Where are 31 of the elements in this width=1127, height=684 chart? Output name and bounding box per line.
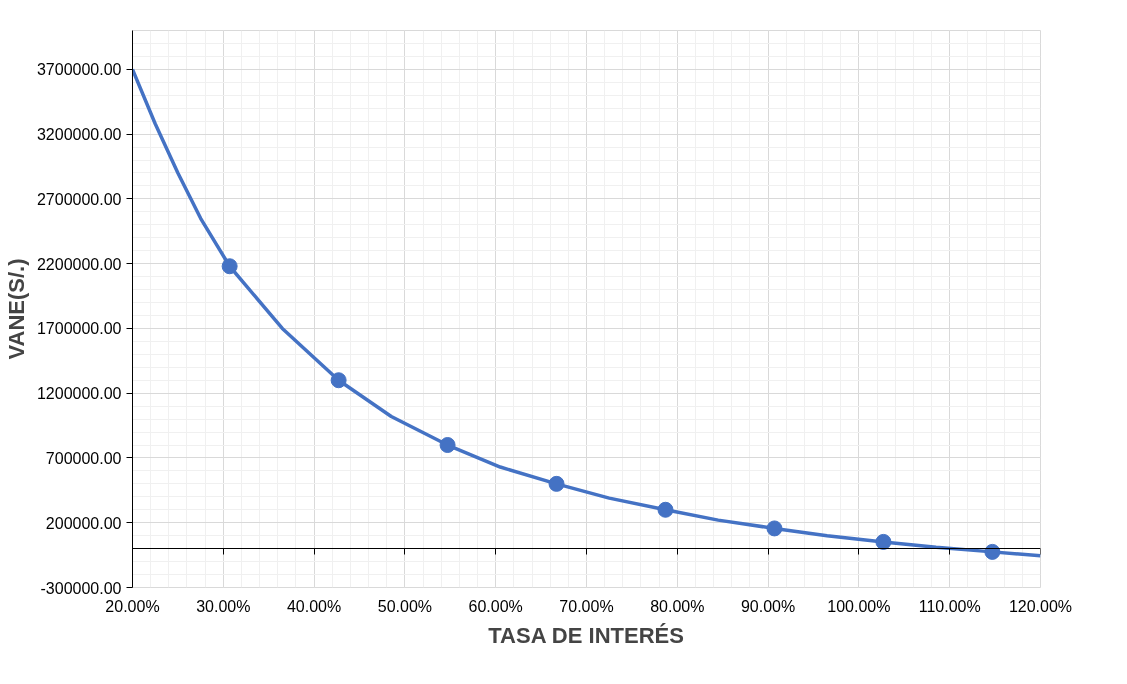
y-tick-label: 700000.00 [45, 449, 122, 467]
x-tick-label: 70.00% [559, 597, 614, 615]
point [330, 372, 347, 389]
y-tick-label: 1200000.00 [36, 385, 122, 403]
x-tick-label: 20.00% [105, 597, 160, 615]
point [766, 520, 783, 537]
x-tick-label: 110.00% [918, 597, 981, 615]
x-axis-title: TASA DE INTERÉS [488, 622, 684, 648]
y-tick-label: 3200000.00 [36, 126, 122, 144]
x-tick-label: 100.00% [827, 597, 891, 615]
y-tick-label: 2200000.00 [36, 255, 122, 273]
point [439, 437, 456, 453]
line-series [132, 67, 1041, 558]
x-tick-label: 90.00% [740, 597, 796, 615]
point [875, 533, 892, 550]
x-tick-label: 80.00% [650, 597, 705, 615]
point [221, 258, 238, 275]
point [548, 475, 565, 492]
point [657, 501, 674, 518]
point [984, 543, 1001, 560]
x-tick-label: 30.00% [196, 597, 251, 615]
y-tick-label: 1700000.00 [36, 320, 122, 338]
y-tick-label: 2700000.00 [36, 190, 122, 208]
x-tick-label: 40.00% [286, 597, 342, 615]
y-tick-label: 200000.00 [45, 514, 122, 532]
y-tick-label: 3700000.00 [36, 61, 122, 79]
x-tick-label: 120.00% [1008, 597, 1073, 615]
x-tick-label: 60.00% [468, 597, 523, 615]
y-axis-title: VANE(S/.) [3, 258, 29, 360]
y-tick-label: -300000.00 [40, 579, 122, 597]
x-tick-label: 50.00% [377, 597, 433, 615]
